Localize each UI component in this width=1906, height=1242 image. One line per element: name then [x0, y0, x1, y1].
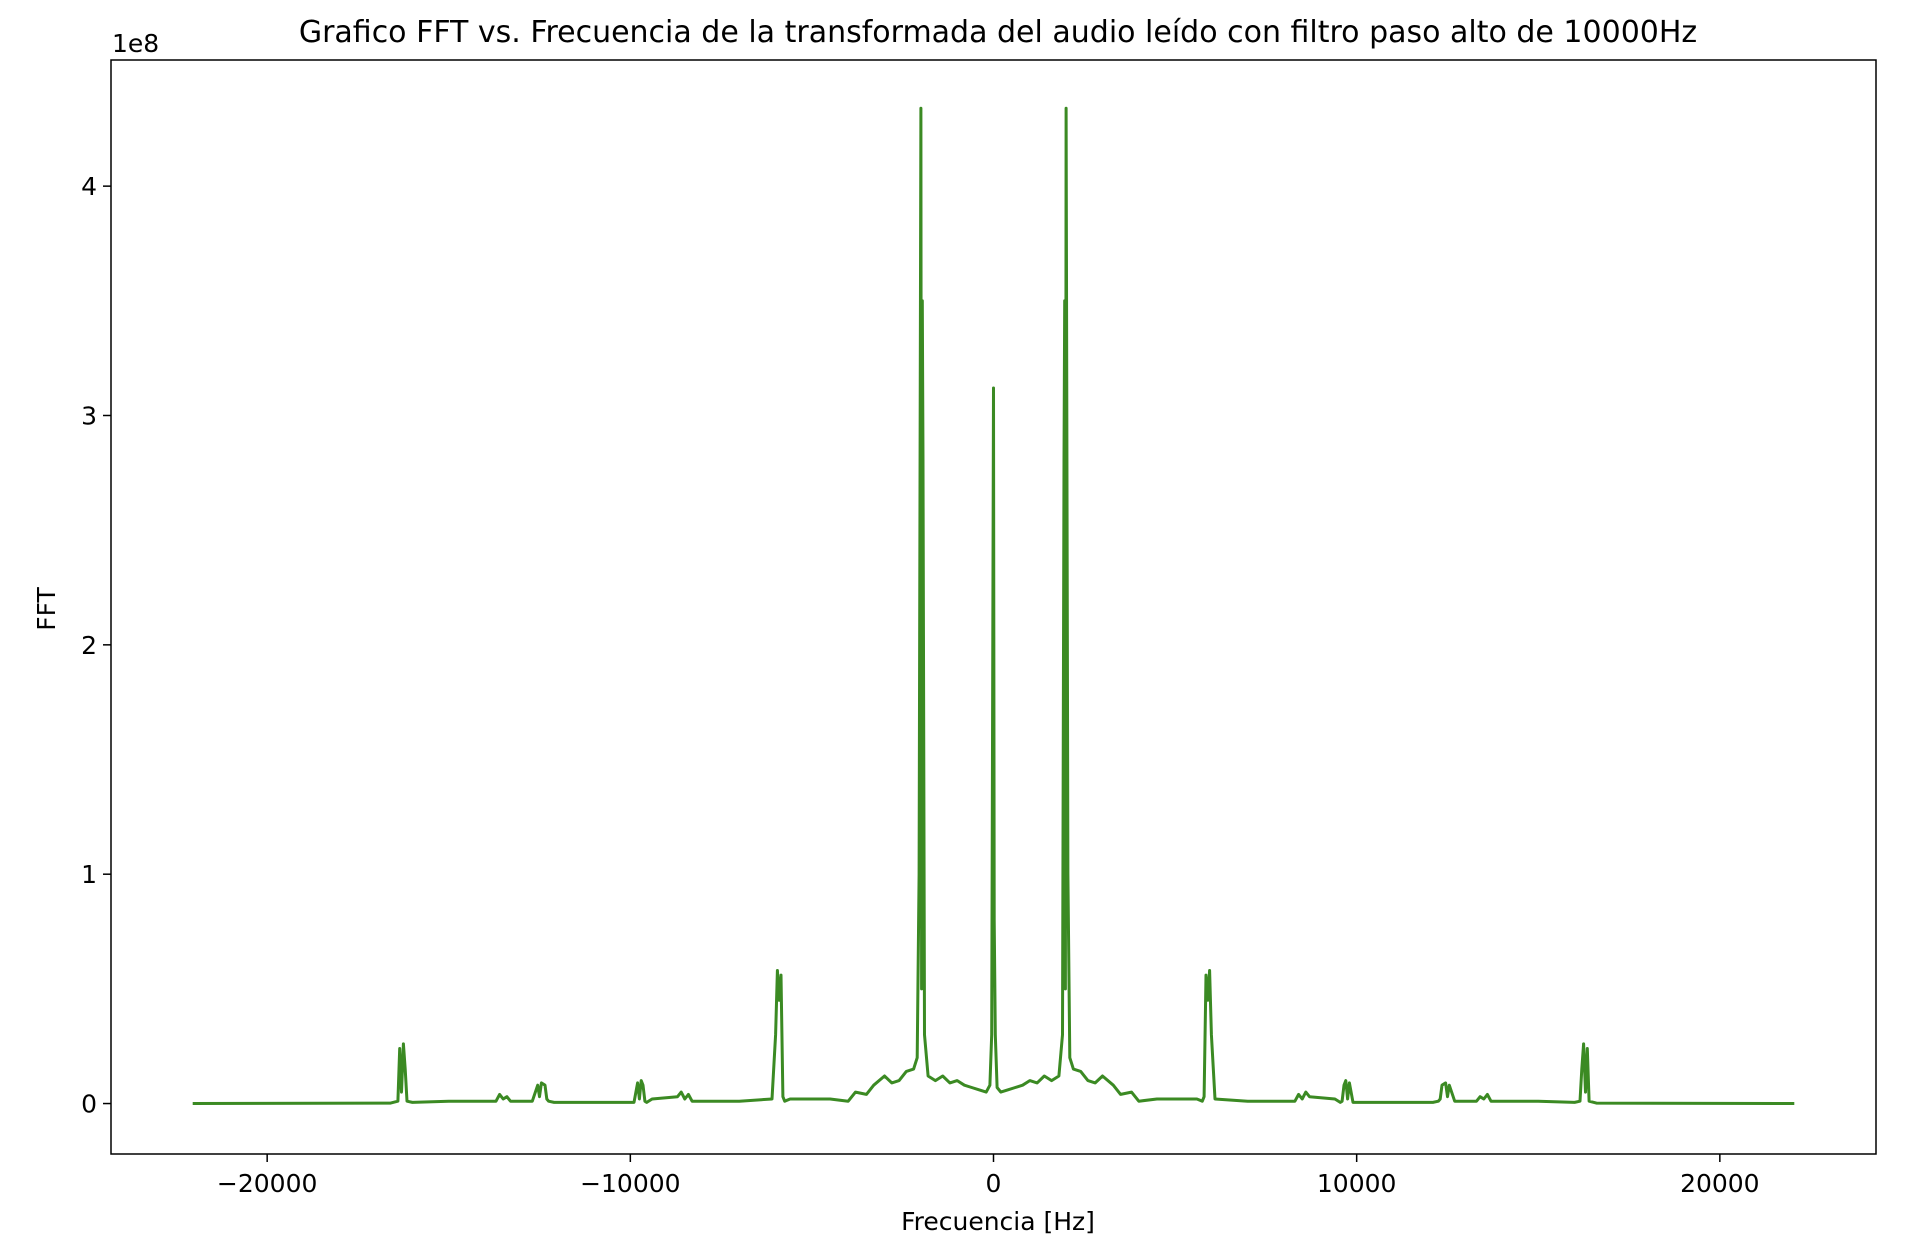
x-axis-label: Frecuencia [Hz] — [901, 1207, 1095, 1236]
series-line-fft — [192, 106, 1795, 1105]
y-axis-label: FFT — [32, 586, 61, 630]
x-tick-label: 20000 — [1680, 1169, 1760, 1198]
x-tick-label: −20000 — [217, 1169, 317, 1198]
x-axis: −20000 −10000 0 10000 20000 — [217, 1154, 1760, 1198]
y-tick-label: 0 — [81, 1090, 97, 1119]
y-axis: 0 1 2 3 4 — [81, 172, 111, 1119]
y-tick-label: 4 — [81, 172, 97, 201]
x-tick-label: 0 — [986, 1169, 1002, 1198]
chart-title: Grafico FFT vs. Frecuencia de la transfo… — [299, 15, 1697, 50]
y-tick-label: 1 — [81, 860, 97, 889]
y-tick-label: 3 — [81, 401, 97, 430]
x-tick-label: 10000 — [1317, 1169, 1397, 1198]
y-offset-label: 1e8 — [112, 29, 159, 58]
y-tick-label: 2 — [81, 631, 97, 660]
x-tick-label: −10000 — [580, 1169, 680, 1198]
